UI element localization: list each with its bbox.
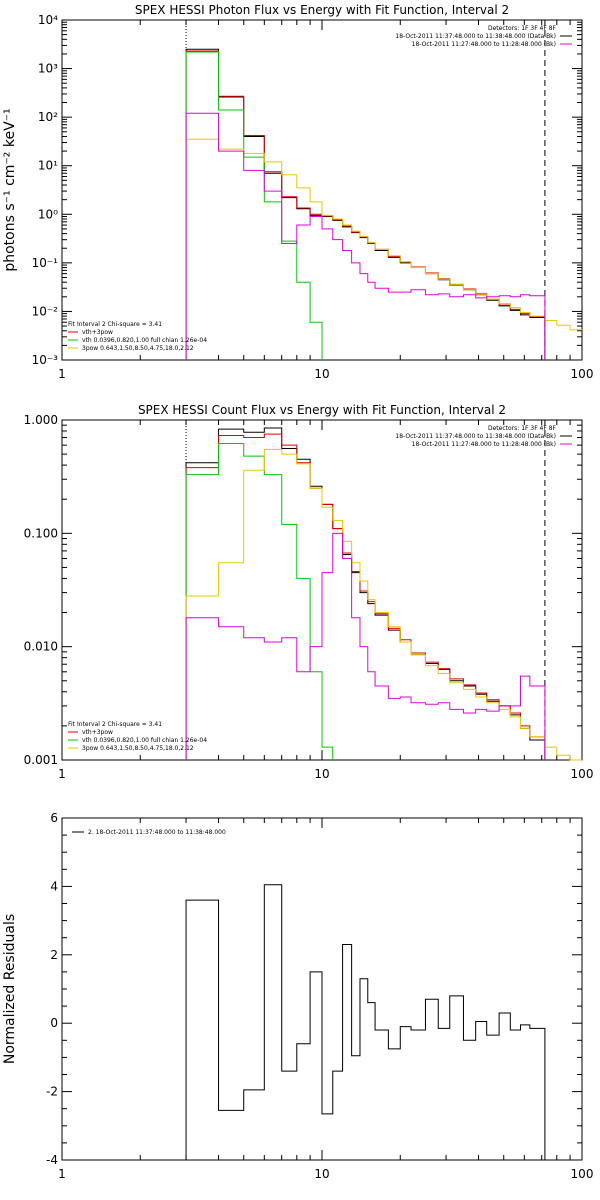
y-tick-label: 2 [50,948,58,962]
y-tick-label: 0.100 [24,526,58,540]
series-line-1 [185,48,546,360]
y-tick-label: 0.001 [24,753,58,767]
legend-entry: vth 0.0396,0.820,1.00 full chian 1.26e-0… [82,737,207,744]
series-line-5 [185,532,546,760]
legend-entry: 18-Oct-2011 11:27:48.000 to 11:28:48.000… [412,441,556,448]
y-axis-label: Normalized Residuals [2,914,18,1064]
legend-entry: 18-Oct-2011 11:27:48.000 to 11:28:48.000… [412,41,556,48]
legend-detectors: Detectors: 1F 3F 4F 8F [488,25,557,32]
x-tick-label: 10 [314,767,329,781]
chart-panel-2: SPEX HESSI Count Flux vs Energy with Fit… [24,403,594,781]
x-tick-label: 100 [571,1167,594,1181]
y-tick-label: 10⁻² [32,304,59,318]
series-line-1 [185,884,546,1160]
legend-entry: 3pow 0.643,1.50,8.50,4.75,18.0,2.12 [82,745,194,752]
y-tick-label: 6 [50,811,58,825]
x-tick-label: 1 [58,767,66,781]
y-tick-label: 10⁴ [38,13,58,27]
chart-title: SPEX HESSI Count Flux vs Energy with Fit… [138,403,506,417]
y-tick-label: 10⁻³ [32,353,59,367]
legend-entry: vth+3pow [82,329,113,336]
y-tick-label: -2 [46,1085,58,1099]
y-tick-label: 0 [50,1016,58,1030]
series-line-3 [185,443,334,760]
legend-entry: 2. 18-Oct-2011 11:37:48.000 to 11:38:48.… [88,829,226,836]
x-tick-label: 100 [571,767,594,781]
legend-entry: 18-Oct-2011 11:37:48.000 to 11:38:48.000… [395,33,556,40]
x-tick-label: 100 [571,367,594,381]
y-tick-label: 4 [50,879,58,893]
chart-panel-3: 1 10 100 -4 -2 0 2 4 6 Normalized Residuals 2. 18-… [2,811,593,1181]
legend-entry: 18-Oct-2011 11:37:48.000 to 11:38:48.000… [395,433,556,440]
x-tick-label: 10 [314,1167,329,1181]
series-line-4 [185,448,582,761]
series-line-5 [185,112,546,360]
x-tick-label: 1 [58,1167,66,1181]
series-line-2 [185,433,546,760]
x-tick-label: 1 [58,367,66,381]
y-tick-label: 10³ [38,62,58,76]
series-line-3 [185,51,323,360]
y-tick-label: 1.000 [24,413,58,427]
y-axis-label: photons s⁻¹ cm⁻² keV⁻¹ [2,108,18,271]
legend-detectors: Detectors: 1F 3F 4F 8F [488,425,557,432]
legend-entry: vth 0.0396,0.820,1.00 full chian 1.26e-0… [82,337,207,344]
y-tick-label: 0.010 [24,640,58,654]
y-tick-label: -4 [46,1153,58,1167]
x-tick-label: 10 [314,367,329,381]
plot-frame [61,19,583,361]
legend-entry: 3pow 0.643,1.50,8.50,4.75,18.0,2.12 [82,345,194,352]
series-line-4 [185,138,582,360]
chart-panel-1: SPEX HESSI Photon Flux vs Energy with Fi… [2,3,593,381]
y-tick-label: 10⁻¹ [32,256,59,270]
y-tick-label: 10² [38,110,58,124]
chart-title: SPEX HESSI Photon Flux vs Energy with Fi… [135,3,509,17]
y-tick-label: 10¹ [38,159,58,173]
legend-entry: vth+3pow [82,729,113,736]
legend-entry: Fit Interval 2 Chi-square = 3.41 [68,721,162,728]
legend-entry: Fit Interval 2 Chi-square = 3.41 [68,321,162,328]
y-tick-label: 10⁰ [38,207,58,221]
series-line-1 [185,427,546,760]
